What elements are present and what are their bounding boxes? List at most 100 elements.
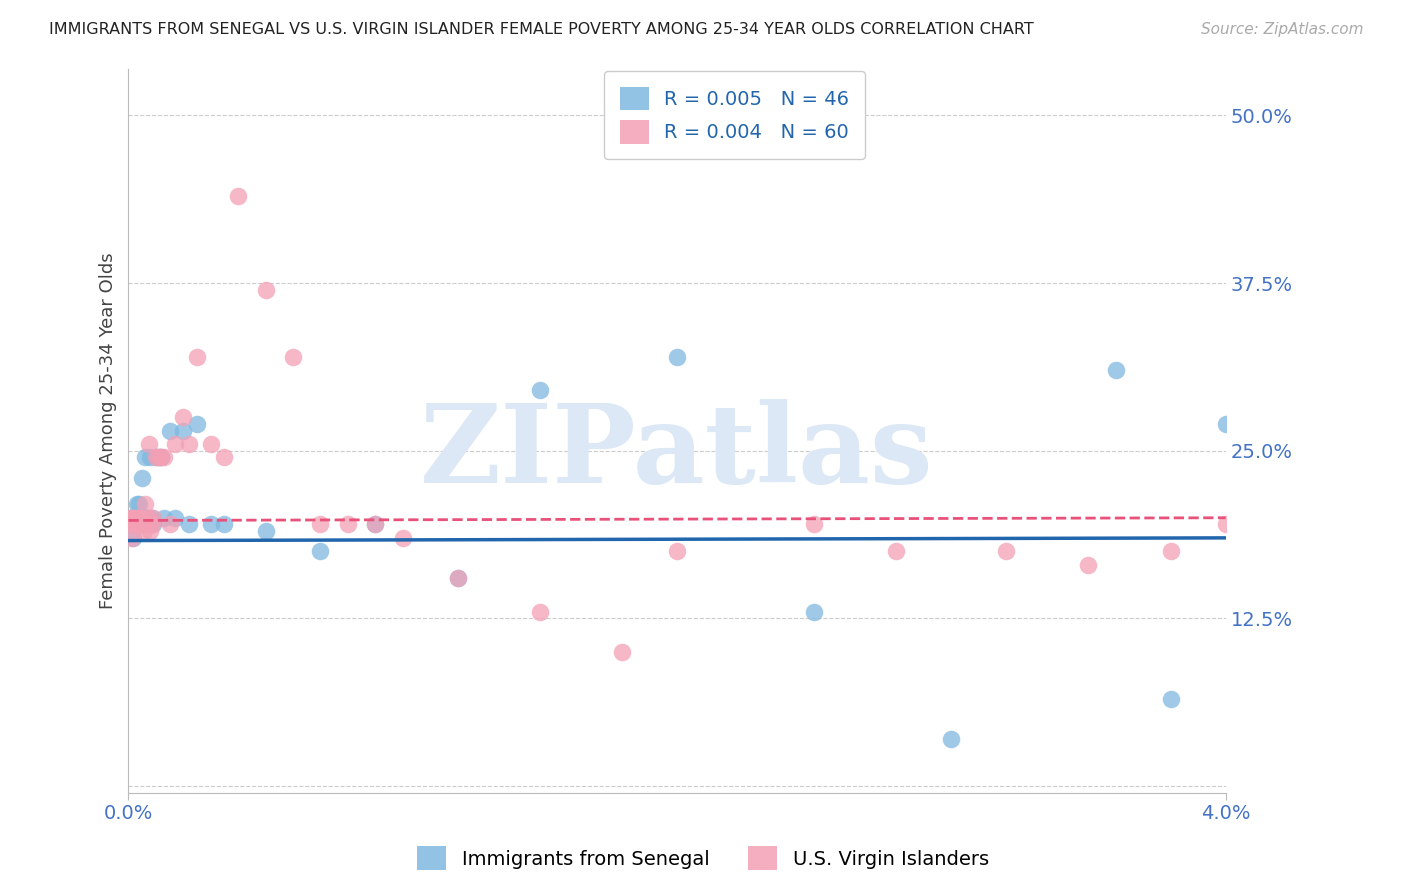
Point — [131, 517, 153, 532]
Point — [136, 517, 159, 532]
Point — [612, 645, 634, 659]
Point — [803, 605, 825, 619]
Point — [1270, 544, 1292, 558]
Point — [141, 510, 163, 524]
Point — [165, 437, 187, 451]
Point — [134, 450, 156, 465]
Point — [128, 497, 150, 511]
Point — [122, 517, 145, 532]
Point — [159, 517, 181, 532]
Point — [132, 524, 155, 538]
Point — [1160, 544, 1182, 558]
Point — [1160, 691, 1182, 706]
Point — [121, 531, 143, 545]
Point — [1351, 544, 1374, 558]
Point — [127, 517, 149, 532]
Point — [446, 571, 468, 585]
Point — [129, 517, 152, 532]
Point — [995, 544, 1018, 558]
Point — [136, 510, 159, 524]
Point — [138, 510, 160, 524]
Point — [281, 350, 304, 364]
Point — [1077, 558, 1099, 572]
Point — [226, 189, 249, 203]
Point — [132, 517, 155, 532]
Point — [214, 517, 236, 532]
Point — [121, 531, 143, 545]
Point — [124, 517, 146, 532]
Point — [135, 517, 157, 532]
Point — [132, 517, 155, 532]
Point — [139, 450, 162, 465]
Point — [125, 510, 148, 524]
Point — [529, 384, 551, 398]
Text: ZIPatlas: ZIPatlas — [420, 399, 934, 506]
Point — [159, 424, 181, 438]
Point — [138, 437, 160, 451]
Point — [214, 450, 236, 465]
Point — [666, 544, 689, 558]
Point — [1215, 417, 1237, 431]
Point — [529, 605, 551, 619]
Point — [125, 497, 148, 511]
Point — [886, 544, 908, 558]
Point — [118, 510, 141, 524]
Point — [1215, 517, 1237, 532]
Point — [142, 510, 165, 524]
Point — [254, 524, 277, 538]
Point — [135, 510, 157, 524]
Point — [127, 517, 149, 532]
Point — [120, 517, 142, 532]
Point — [148, 450, 170, 465]
Point — [200, 517, 222, 532]
Point — [446, 571, 468, 585]
Y-axis label: Female Poverty Among 25-34 Year Olds: Female Poverty Among 25-34 Year Olds — [100, 252, 117, 609]
Point — [129, 517, 152, 532]
Point — [177, 517, 200, 532]
Point — [150, 450, 173, 465]
Point — [128, 510, 150, 524]
Point — [666, 350, 689, 364]
Point — [148, 450, 170, 465]
Point — [309, 517, 332, 532]
Point — [124, 517, 146, 532]
Point — [391, 531, 413, 545]
Point — [364, 517, 387, 532]
Point — [141, 517, 163, 532]
Point — [134, 497, 156, 511]
Point — [120, 517, 142, 532]
Point — [336, 517, 359, 532]
Point — [172, 410, 194, 425]
Text: IMMIGRANTS FROM SENEGAL VS U.S. VIRGIN ISLANDER FEMALE POVERTY AMONG 25-34 YEAR : IMMIGRANTS FROM SENEGAL VS U.S. VIRGIN I… — [49, 22, 1033, 37]
Point — [172, 424, 194, 438]
Point — [121, 517, 143, 532]
Point — [177, 437, 200, 451]
Point — [127, 517, 149, 532]
Point — [803, 517, 825, 532]
Point — [941, 732, 963, 747]
Point — [1105, 363, 1128, 377]
Point — [145, 450, 167, 465]
Point — [153, 510, 176, 524]
Point — [122, 510, 145, 524]
Point — [124, 517, 146, 532]
Point — [131, 470, 153, 484]
Point — [120, 510, 142, 524]
Point — [118, 517, 141, 532]
Point — [124, 510, 146, 524]
Point — [121, 510, 143, 524]
Point — [129, 510, 152, 524]
Point — [200, 437, 222, 451]
Legend: Immigrants from Senegal, U.S. Virgin Islanders: Immigrants from Senegal, U.S. Virgin Isl… — [409, 838, 997, 878]
Legend: R = 0.005   N = 46, R = 0.004   N = 60: R = 0.005 N = 46, R = 0.004 N = 60 — [605, 71, 865, 160]
Point — [127, 517, 149, 532]
Point — [364, 517, 387, 532]
Text: Source: ZipAtlas.com: Source: ZipAtlas.com — [1201, 22, 1364, 37]
Point — [142, 517, 165, 532]
Point — [309, 544, 332, 558]
Point — [254, 283, 277, 297]
Point — [145, 450, 167, 465]
Point — [153, 450, 176, 465]
Point — [186, 350, 208, 364]
Point — [150, 450, 173, 465]
